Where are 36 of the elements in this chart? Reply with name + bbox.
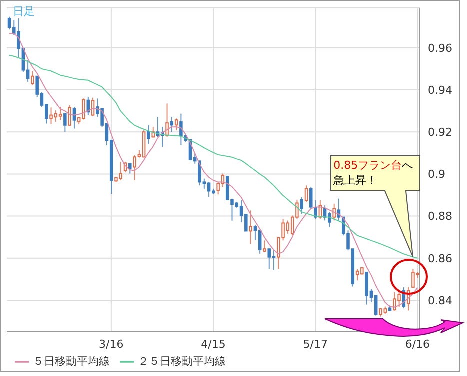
candlestick — [332, 203, 336, 222]
y-tick-label: 0.96 — [428, 42, 452, 55]
annotation: 日足 — [13, 4, 35, 19]
candlestick — [170, 116, 174, 133]
x-tick-label: 3/16 — [99, 338, 124, 351]
y-tick-label: 0.92 — [428, 126, 452, 140]
candlestick — [300, 196, 304, 214]
candlestick — [304, 185, 308, 203]
candlestick — [263, 240, 266, 253]
candlestick — [68, 104, 72, 127]
candlestick — [152, 126, 155, 138]
candlestick — [310, 186, 313, 210]
candlestick — [374, 295, 378, 316]
y-tick-label: 0.86 — [428, 252, 452, 266]
annotation: へ — [402, 159, 414, 172]
candlestick — [58, 106, 62, 121]
candlestick — [249, 210, 252, 245]
x-tick-label: 4/15 — [201, 338, 226, 351]
y-tick-label: 0.94 — [428, 84, 452, 97]
candlestick — [64, 113, 67, 133]
candlestick — [147, 124, 150, 144]
annotation: 0.85フラン台 — [334, 159, 402, 172]
x-tick-label: 6/16 — [405, 338, 430, 351]
candlestick — [258, 230, 262, 254]
legend-label: ５日移動平均線 — [33, 355, 110, 368]
candlestick — [314, 200, 318, 220]
y-tick-label: 0.88 — [428, 210, 452, 224]
y-tick-label: 0.84 — [428, 294, 452, 308]
candlestick — [91, 97, 95, 117]
x-tick-label: 5/17 — [303, 338, 328, 351]
y-tick-label: 0.9 — [428, 168, 446, 182]
candlestick — [31, 70, 34, 86]
candlestick — [174, 118, 178, 131]
legend-label: ２５日移動平均線 — [138, 355, 226, 368]
candlestick — [166, 103, 169, 138]
annotation: 急上昇！ — [334, 174, 378, 187]
